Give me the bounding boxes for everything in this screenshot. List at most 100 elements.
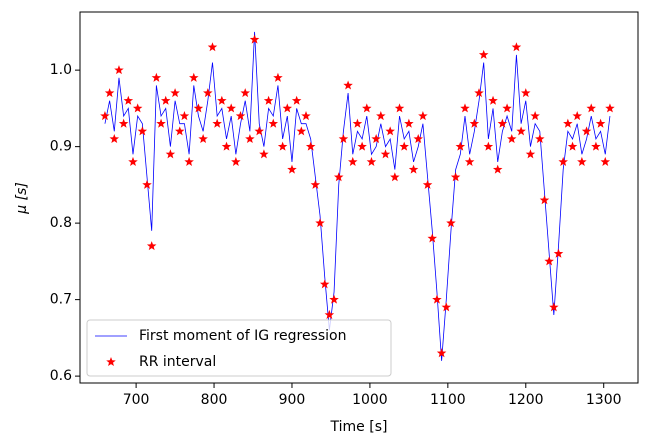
y-tick-label: 0.7 (50, 292, 72, 308)
rr-marker (577, 156, 587, 166)
rr-marker (558, 156, 568, 166)
rr-marker (193, 103, 204, 113)
rr-marker (221, 141, 232, 151)
rr-marker (502, 103, 512, 113)
rr-marker (132, 103, 143, 113)
rr-marker (203, 88, 213, 98)
rr-marker (100, 111, 110, 121)
rr-marker (572, 111, 582, 121)
rr-marker (198, 133, 208, 144)
rr-marker (535, 133, 545, 144)
rr-marker (567, 141, 578, 151)
rr-marker (595, 118, 606, 128)
rr-marker (338, 133, 349, 144)
rr-marker (170, 88, 180, 98)
rr-marker (394, 103, 405, 113)
rr-marker (385, 126, 395, 136)
rr-marker (530, 111, 540, 121)
x-axis-label: Time [s] (330, 419, 388, 435)
rr-marker (591, 141, 601, 151)
legend-label: RR interval (139, 354, 216, 370)
rr-marker (464, 156, 475, 166)
rr-marker (371, 133, 381, 144)
rr-marker (319, 279, 330, 289)
rr-marker (235, 111, 246, 121)
rr-marker (254, 126, 264, 136)
x-tick-label: 900 (279, 392, 306, 408)
rr-marker (315, 218, 325, 228)
rr-marker (366, 156, 377, 166)
rr-marker (310, 179, 321, 189)
rr-marker (142, 179, 152, 189)
rr-marker (333, 172, 344, 182)
x-tick-label: 1000 (352, 392, 388, 408)
rr-marker (474, 88, 484, 98)
rr-marker (478, 49, 489, 59)
rr-marker (544, 256, 554, 266)
rr-marker (497, 118, 508, 128)
rr-marker (291, 95, 302, 105)
rr-marker (329, 294, 339, 304)
rr-marker (521, 88, 531, 98)
rr-marker (427, 233, 438, 243)
rr-marker (217, 95, 227, 105)
rr-marker (240, 88, 250, 98)
rr-marker (189, 72, 199, 82)
rr-marker (450, 172, 461, 182)
rr-marker (305, 141, 316, 151)
x-tick-label: 1300 (586, 392, 622, 408)
rr-marker (226, 103, 236, 113)
rr-marker (104, 88, 115, 98)
rr-marker (273, 72, 283, 82)
rr-marker (165, 149, 176, 159)
rr-marker (390, 172, 400, 182)
rr-marker (600, 156, 611, 166)
rr-marker (118, 118, 129, 128)
rr-marker (348, 156, 358, 166)
rr-marker (268, 118, 279, 128)
rr-marker (123, 95, 134, 105)
rr-marker (432, 294, 442, 304)
y-tick-label: 0.9 (50, 139, 72, 155)
rr-marker (296, 126, 307, 136)
line-series (104, 31, 611, 361)
legend-marker (106, 357, 116, 367)
rr-marker (184, 156, 194, 166)
rr-marker (586, 103, 596, 113)
x-tick-label: 700 (123, 392, 150, 408)
rr-marker (506, 133, 517, 144)
y-axis-label: μ [s] (14, 182, 30, 215)
rr-marker (156, 118, 166, 128)
rr-marker (422, 179, 433, 189)
rr-marker (549, 302, 559, 312)
rr-marker (207, 42, 218, 52)
rr-marker (282, 103, 293, 113)
rr-marker (436, 348, 447, 358)
rr-marker (343, 80, 353, 90)
rr-marker (137, 126, 148, 136)
rr-marker (151, 72, 162, 82)
y-tick-label: 0.8 (50, 215, 72, 231)
rr-marker (245, 133, 255, 144)
rr-marker (460, 103, 470, 113)
rr-marker (525, 149, 536, 159)
rr-marker (352, 118, 363, 128)
rr-marker (418, 111, 428, 121)
rr-marker (231, 156, 241, 166)
rr-marker (483, 141, 494, 151)
rr-marker (516, 126, 526, 136)
rr-marker (362, 103, 372, 113)
rr-marker (492, 164, 503, 174)
rr-marker (605, 103, 615, 113)
rr-marker (259, 149, 269, 159)
rr-marker (376, 111, 386, 121)
legend-label: First moment of IG regression (139, 328, 346, 344)
legend-box (86, 319, 392, 377)
rr-marker (563, 118, 573, 128)
rr-marker (553, 248, 564, 258)
rr-marker (146, 241, 157, 251)
rr-marker (357, 141, 367, 151)
rr-marker (511, 42, 522, 52)
